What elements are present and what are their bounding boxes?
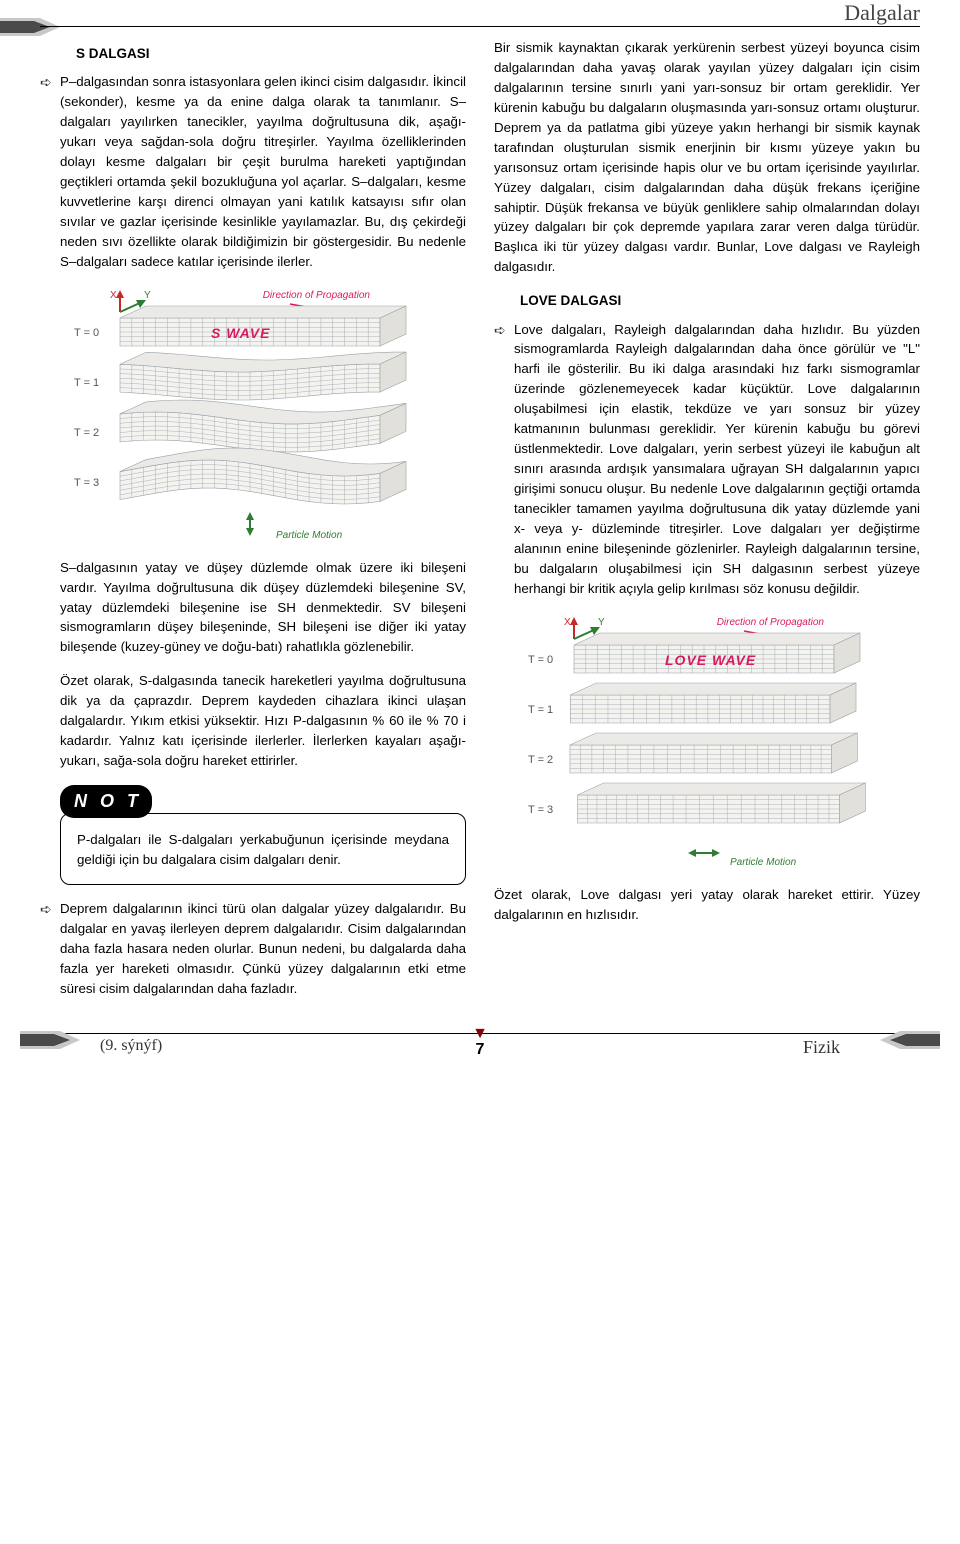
diagram-s-wave: Direction of Propagation X Y S WAVE T = 0 T =… xyxy=(60,284,466,544)
svg-text:X: X xyxy=(564,617,571,628)
svg-text:T = 3: T = 3 xyxy=(74,477,99,489)
footer-grade: (9. sýnýf) xyxy=(100,1037,162,1055)
footer-pagenum: 7 xyxy=(476,1041,485,1059)
footer-tab-right xyxy=(880,1031,940,1049)
right-column: Bir sismik kaynaktan çıkarak yerkürenin … xyxy=(494,38,920,1011)
svg-text:Particle Motion: Particle Motion xyxy=(276,530,343,541)
heading-s-dalgasi: S DALGASI xyxy=(76,44,466,64)
content-columns: S DALGASI P–dalgasından sonra istasyonla… xyxy=(40,38,920,1011)
svg-text:Particle Motion: Particle Motion xyxy=(730,857,797,868)
not-box: P-dalgaları ile S-dalgaları yerkabuğunun… xyxy=(60,813,466,885)
header-rule xyxy=(40,26,920,27)
left-column: S DALGASI P–dalgasından sonra istasyonla… xyxy=(40,38,466,1011)
not-badge: N O T xyxy=(60,785,152,818)
para-love-summary: Özet olarak, Love dalgası yeri yatay ola… xyxy=(494,885,920,925)
svg-text:T = 1: T = 1 xyxy=(74,377,99,389)
svg-text:Direction of Propagation: Direction of Propagation xyxy=(263,290,371,301)
footer-tab-left xyxy=(20,1031,80,1049)
svg-text:S WAVE: S WAVE xyxy=(211,325,270,341)
footer-subject: Fizik xyxy=(803,1037,840,1058)
diagram-love-wave: Direction of Propagation X Y LOVE WAVE T = 0… xyxy=(514,611,920,871)
heading-love-dalgasi: LOVE DALGASI xyxy=(520,291,920,311)
para-s-intro: P–dalgasından sonra istasyonlara gelen i… xyxy=(40,72,466,271)
para-s-summary: Özet olarak, S-dalgasında tanecik hareke… xyxy=(40,671,466,771)
para-s-bilesen: S–dalgasının yatay ve düşey düzlemde olm… xyxy=(40,558,466,658)
svg-text:T = 2: T = 2 xyxy=(74,427,99,439)
svg-text:T = 2: T = 2 xyxy=(528,754,553,766)
header: Dalgalar xyxy=(40,0,920,28)
svg-text:X: X xyxy=(110,290,117,301)
para-love: Love dalgaları, Rayleigh dalgalarından d… xyxy=(494,320,920,599)
para-yuzey-detay: Bir sismik kaynaktan çıkarak yerkürenin … xyxy=(494,38,920,277)
svg-text:T = 0: T = 0 xyxy=(74,327,99,339)
svg-text:Direction of Propagation: Direction of Propagation xyxy=(717,617,825,628)
footer: (9. sýnýf) ▼ 7 Fizik xyxy=(40,1023,920,1065)
svg-text:T = 3: T = 3 xyxy=(528,804,553,816)
svg-text:T = 0: T = 0 xyxy=(528,654,553,666)
svg-text:T = 1: T = 1 xyxy=(528,704,553,716)
chapter-title: Dalgalar xyxy=(844,0,920,26)
para-yuzey-intro: Deprem dalgalarının ikinci türü olan dal… xyxy=(40,899,466,999)
page: Dalgalar S DALGASI P–dalgasından sonra i… xyxy=(0,0,960,1075)
svg-text:Y: Y xyxy=(144,290,151,301)
svg-text:LOVE WAVE: LOVE WAVE xyxy=(665,652,756,668)
svg-text:Y: Y xyxy=(598,617,605,628)
